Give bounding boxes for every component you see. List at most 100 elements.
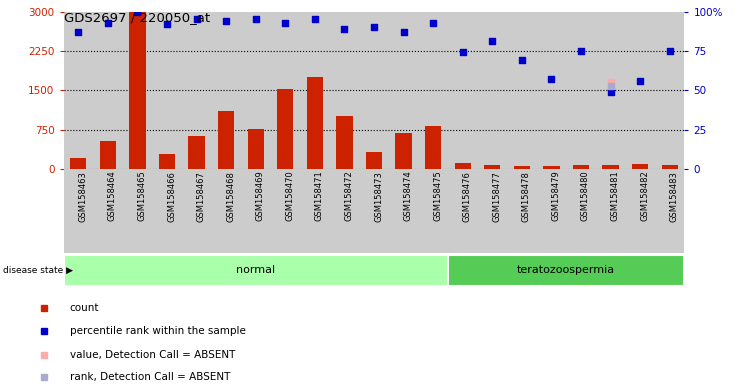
Bar bbox=[595, 169, 625, 253]
Bar bbox=[337, 116, 352, 169]
Point bbox=[279, 20, 291, 26]
Bar bbox=[543, 166, 560, 169]
Bar bbox=[307, 77, 323, 169]
Bar bbox=[602, 165, 619, 169]
Bar bbox=[300, 169, 330, 253]
Bar bbox=[625, 169, 654, 253]
Text: count: count bbox=[70, 303, 99, 313]
Text: GSM158471: GSM158471 bbox=[315, 170, 324, 222]
Bar bbox=[300, 12, 330, 169]
Text: GSM158473: GSM158473 bbox=[374, 170, 383, 222]
Text: GSM158474: GSM158474 bbox=[404, 170, 413, 222]
Point bbox=[398, 29, 410, 35]
Bar bbox=[278, 89, 293, 169]
Bar bbox=[212, 12, 241, 169]
Text: disease state ▶: disease state ▶ bbox=[3, 265, 73, 275]
Text: GSM158475: GSM158475 bbox=[433, 170, 442, 222]
Bar bbox=[654, 12, 684, 169]
Bar bbox=[477, 169, 507, 253]
Bar bbox=[661, 165, 678, 169]
Point bbox=[604, 79, 616, 86]
Point bbox=[634, 78, 646, 84]
Text: normal: normal bbox=[236, 265, 275, 275]
Bar bbox=[396, 133, 411, 169]
Point bbox=[102, 20, 114, 26]
Bar bbox=[566, 12, 595, 169]
Bar bbox=[536, 12, 566, 169]
Text: GSM158469: GSM158469 bbox=[256, 170, 265, 222]
Text: GSM158470: GSM158470 bbox=[285, 170, 294, 222]
Point bbox=[663, 48, 675, 54]
Bar bbox=[330, 12, 359, 169]
Bar bbox=[99, 141, 116, 169]
Point bbox=[427, 20, 439, 26]
Point bbox=[309, 16, 321, 22]
Text: rank, Detection Call = ABSENT: rank, Detection Call = ABSENT bbox=[70, 372, 230, 382]
Text: GSM158482: GSM158482 bbox=[640, 170, 649, 222]
Bar bbox=[654, 169, 684, 253]
Bar bbox=[418, 12, 448, 169]
Point bbox=[604, 89, 616, 95]
Bar bbox=[632, 164, 649, 169]
Text: GSM158480: GSM158480 bbox=[581, 170, 590, 222]
Bar bbox=[94, 169, 123, 253]
Bar bbox=[188, 136, 205, 169]
Point bbox=[486, 38, 498, 45]
Bar bbox=[153, 12, 182, 169]
Point bbox=[604, 83, 616, 89]
Bar bbox=[64, 255, 448, 286]
Bar bbox=[595, 12, 625, 169]
Bar bbox=[64, 12, 94, 169]
Text: GDS2697 / 220050_at: GDS2697 / 220050_at bbox=[64, 12, 209, 25]
Text: GSM158481: GSM158481 bbox=[610, 170, 619, 222]
Bar bbox=[536, 169, 566, 253]
Text: GSM158478: GSM158478 bbox=[522, 170, 531, 222]
Bar bbox=[70, 159, 87, 169]
Bar bbox=[123, 12, 153, 169]
Bar bbox=[153, 169, 182, 253]
Bar bbox=[94, 12, 123, 169]
Point bbox=[457, 50, 469, 56]
Bar bbox=[330, 169, 359, 253]
Bar bbox=[271, 12, 300, 169]
Bar bbox=[514, 166, 530, 169]
Text: value, Detection Call = ABSENT: value, Detection Call = ABSENT bbox=[70, 349, 235, 359]
Text: GSM158468: GSM158468 bbox=[226, 170, 235, 222]
Text: GSM158463: GSM158463 bbox=[79, 170, 88, 222]
Bar bbox=[359, 169, 389, 253]
Point bbox=[161, 21, 173, 27]
Bar bbox=[182, 169, 212, 253]
Bar bbox=[573, 165, 589, 169]
Bar bbox=[241, 12, 271, 169]
Text: GSM158465: GSM158465 bbox=[138, 170, 147, 222]
Bar bbox=[389, 12, 418, 169]
Text: GSM158483: GSM158483 bbox=[669, 170, 678, 222]
Text: GSM158479: GSM158479 bbox=[551, 170, 560, 222]
Bar bbox=[455, 163, 470, 169]
Point bbox=[73, 29, 85, 35]
Bar bbox=[448, 12, 477, 169]
Bar bbox=[359, 12, 389, 169]
Bar bbox=[507, 12, 536, 169]
Bar bbox=[507, 169, 536, 253]
Text: GSM158477: GSM158477 bbox=[492, 170, 501, 222]
Bar bbox=[566, 169, 595, 253]
Bar bbox=[123, 169, 153, 253]
Bar bbox=[248, 129, 264, 169]
Point bbox=[368, 24, 380, 30]
Text: GSM158464: GSM158464 bbox=[108, 170, 117, 222]
Text: GSM158466: GSM158466 bbox=[167, 170, 176, 222]
Bar bbox=[129, 12, 146, 169]
Bar bbox=[64, 169, 94, 253]
Bar bbox=[425, 126, 441, 169]
Bar bbox=[484, 165, 500, 169]
Bar bbox=[218, 111, 234, 169]
Bar bbox=[182, 12, 212, 169]
Point bbox=[575, 48, 587, 54]
Point bbox=[516, 57, 528, 63]
Bar bbox=[448, 255, 684, 286]
Point bbox=[338, 26, 350, 32]
Text: GSM158476: GSM158476 bbox=[463, 170, 472, 222]
Point bbox=[220, 18, 232, 24]
Text: teratozoospermia: teratozoospermia bbox=[517, 265, 615, 275]
